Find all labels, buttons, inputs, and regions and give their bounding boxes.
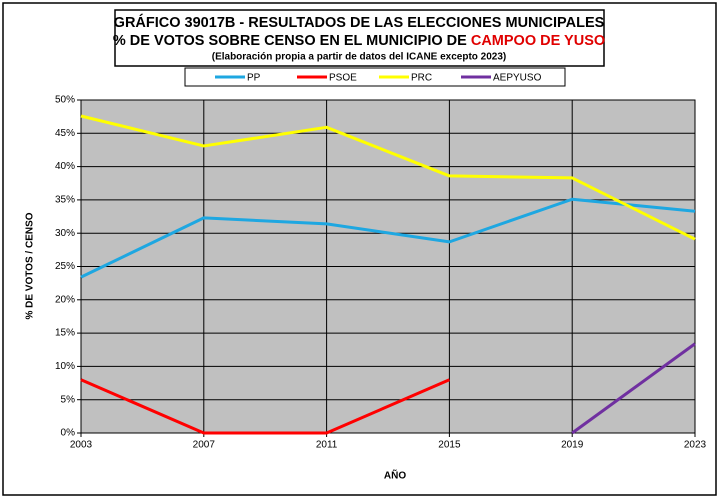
plot-border — [80, 99, 696, 434]
x-tick-label: 2023 — [684, 440, 707, 451]
legend-label: PP — [247, 73, 261, 84]
y-tick-label: 40% — [55, 161, 75, 172]
y-axis-label: % DE VOTOS / CENSO — [25, 212, 36, 319]
y-tick-label: 45% — [55, 128, 75, 139]
x-tick-label: 2015 — [438, 440, 461, 451]
series-line — [80, 114, 696, 241]
legend-label: PRC — [411, 73, 432, 84]
y-tick-label: 10% — [55, 361, 75, 372]
legend-label: AEPYUSO — [493, 73, 542, 84]
x-tick-label: 2019 — [561, 440, 584, 451]
legend-label: PSOE — [329, 73, 357, 84]
subtitle-prefix: % DE VOTOS SOBRE CENSO EN EL MUNICIPIO D… — [113, 33, 467, 49]
title-box — [114, 9, 605, 67]
y-tick-label: 5% — [61, 394, 76, 405]
series-line — [80, 197, 696, 279]
series-line — [571, 342, 696, 435]
subtitle-highlight: CAMPOO DE YUSO — [471, 33, 605, 49]
chart-subtitle: % DE VOTOS SOBRE CENSO EN EL MUNICIPIO D… — [113, 33, 605, 49]
x-axis-label: AÑO — [384, 469, 406, 482]
y-tick-label: 15% — [55, 328, 75, 339]
y-tick-label: 35% — [55, 195, 75, 206]
y-tick-label: 20% — [55, 294, 75, 305]
legend-box — [184, 67, 566, 87]
x-tick-label: 2007 — [193, 440, 216, 451]
y-tick-label: 50% — [55, 95, 75, 106]
y-tick-label: 25% — [55, 261, 75, 272]
y-tick-label: 30% — [55, 228, 75, 239]
x-tick-label: 2003 — [70, 440, 93, 451]
chart-note: (Elaboración propia a partir de datos de… — [212, 52, 507, 63]
y-tick-label: 0% — [61, 428, 76, 439]
chart-title: GRÁFICO 39017B - RESULTADOS DE LAS ELECC… — [114, 14, 605, 31]
x-tick-label: 2011 — [316, 440, 338, 451]
series-line — [80, 378, 450, 435]
